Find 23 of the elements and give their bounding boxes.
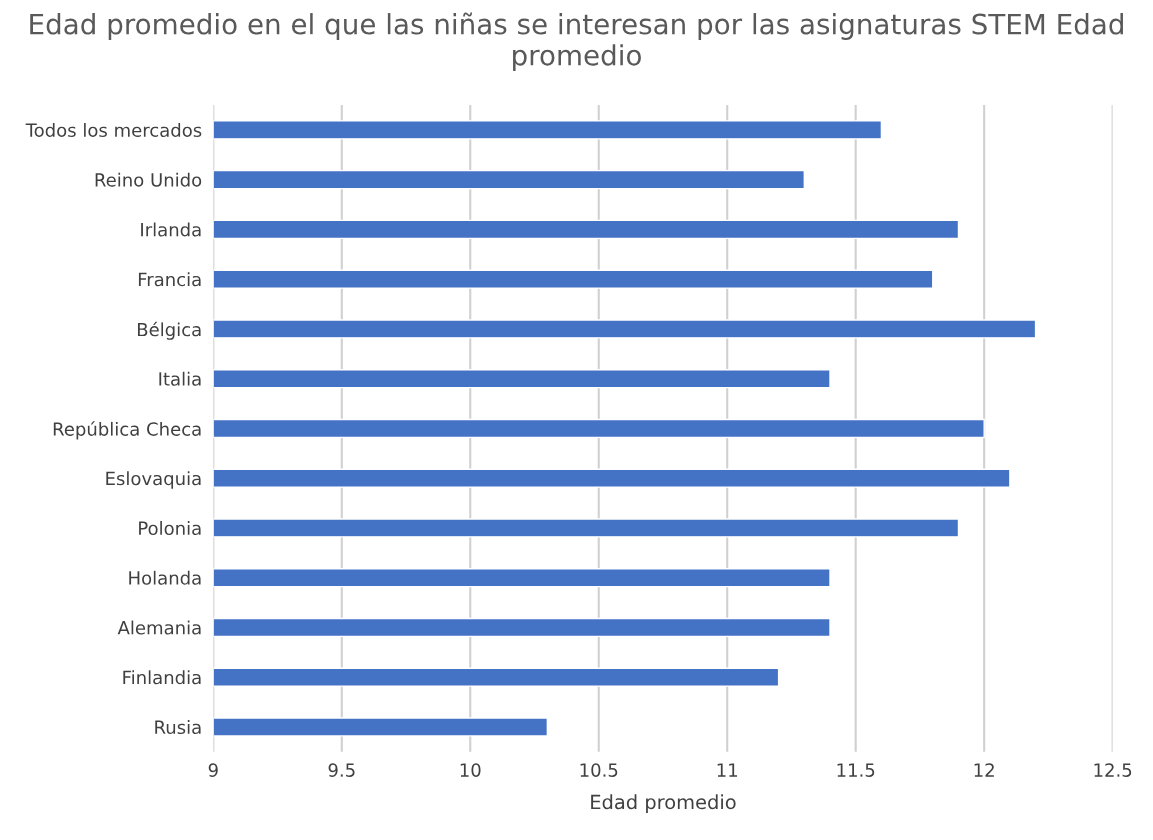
y-tick-label: República Checa — [53, 421, 201, 440]
chart-title: Edad promedio en el que las niñas se interesan por las asignaturas STEM Edad promedio — [30, 12, 1123, 72]
y-tick-label: Todos los mercados — [25, 123, 202, 137]
x-axis-title: Edad promedio — [591, 794, 736, 814]
x-tick-label: 10 — [460, 763, 481, 777]
y-tick-label: Eslovaquia — [106, 471, 201, 489]
x-tick-label: 12.5 — [1094, 763, 1132, 777]
x-tick-label: 12 — [974, 763, 994, 777]
y-tick-label: Polonia — [139, 521, 201, 536]
y-tick-label: Francia — [138, 272, 201, 287]
x-tick-label: 11.5 — [837, 763, 875, 777]
y-tick-label: Holanda — [129, 570, 201, 585]
x-tick-label: 9.5 — [328, 763, 355, 777]
x-tick-label: 10.5 — [580, 763, 618, 777]
x-tick-label: 11 — [717, 763, 738, 777]
y-tick-label: Italia — [159, 371, 201, 386]
y-tick-label: Bélgica — [137, 321, 201, 340]
y-tick-label: Irlanda — [141, 222, 201, 237]
y-tick-label: Finlandia — [123, 670, 201, 685]
y-tick-label: Rusia — [155, 720, 201, 735]
y-tick-label: Alemania — [117, 620, 201, 635]
y-tick-label: Reino Unido — [95, 172, 202, 187]
x-tick-label: 9 — [208, 763, 218, 777]
